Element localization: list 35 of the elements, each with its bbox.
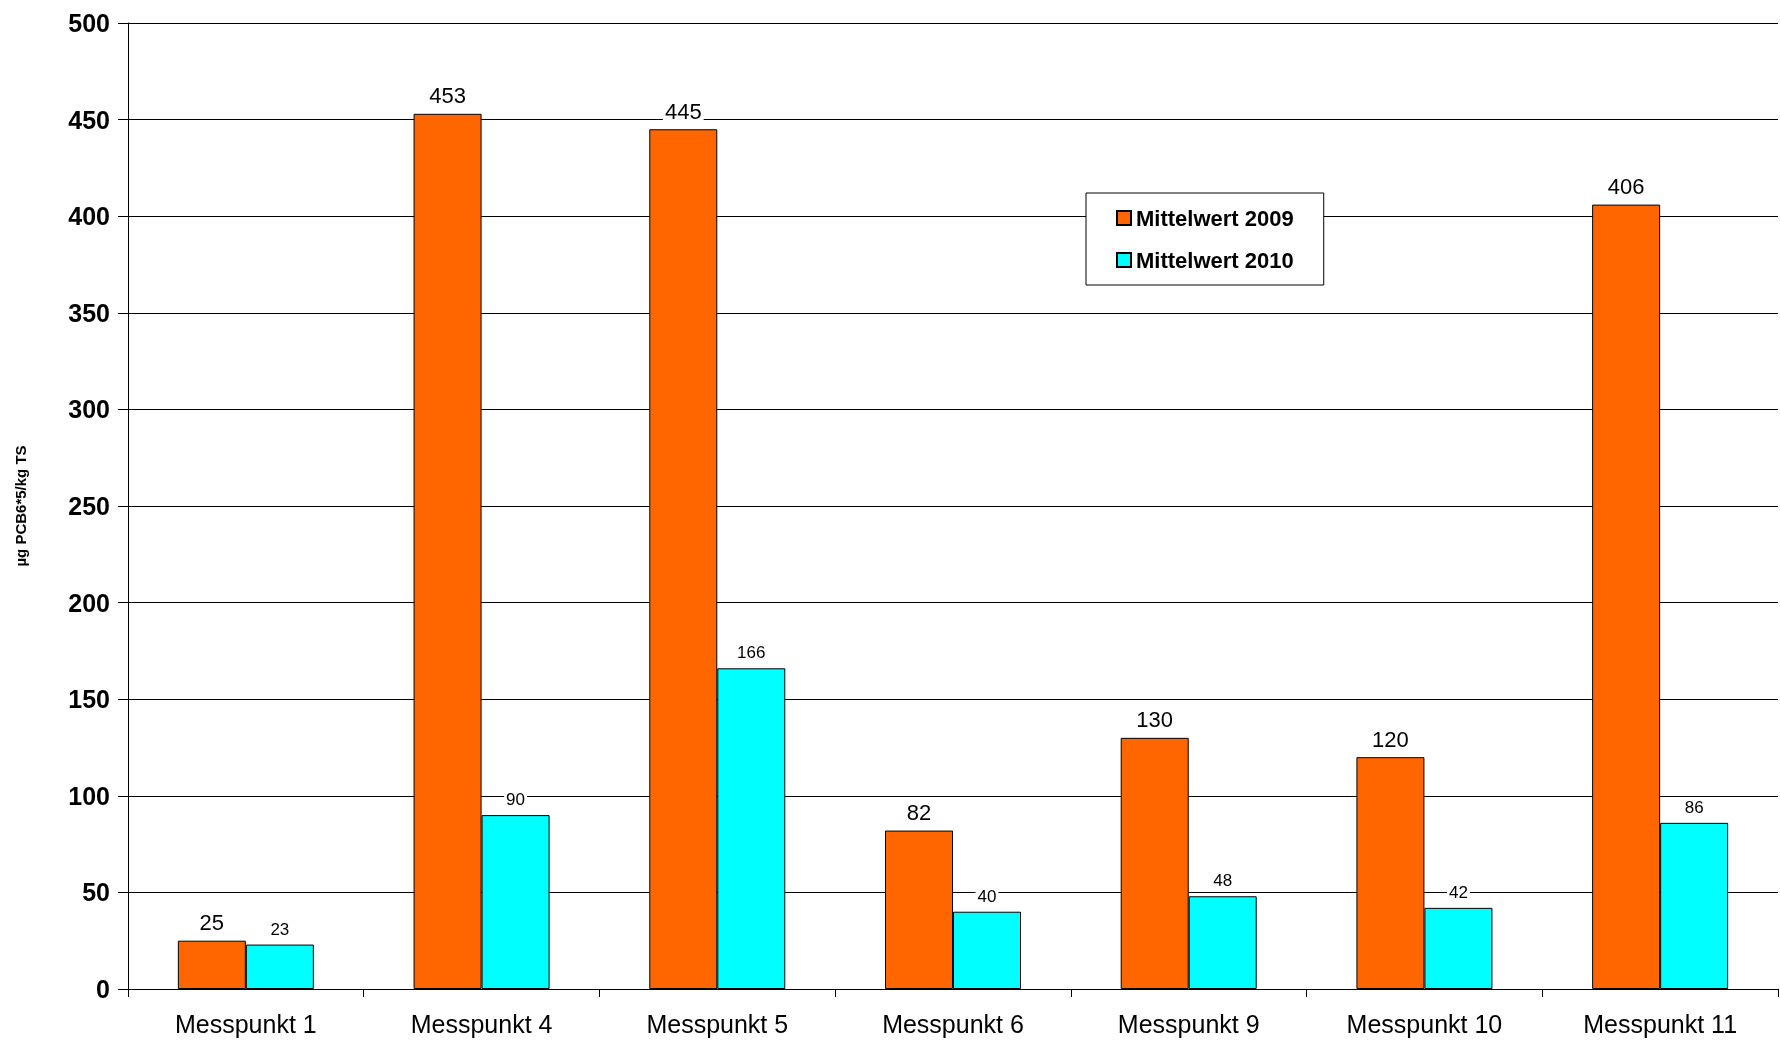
y-tick-label: 250 <box>68 492 110 520</box>
data-label: 40 <box>977 886 997 906</box>
x-tick-label: Messpunkt 4 <box>410 1009 553 1038</box>
y-tick-label: 50 <box>82 878 110 907</box>
y-tick-label: 400 <box>68 202 110 231</box>
x-tick-label: Messpunkt 1 <box>174 1009 317 1038</box>
data-label: 166 <box>737 643 766 663</box>
y-tick-label: 100 <box>68 781 110 810</box>
legend-label: Mittelwert 2010 <box>1136 247 1294 273</box>
data-label: 120 <box>1372 726 1409 752</box>
y-axis-title: µg PCB6*5/kg TS <box>12 445 29 567</box>
data-label: 42 <box>1448 882 1468 902</box>
data-label: 25 <box>199 910 225 936</box>
x-tick-label: Messpunkt 5 <box>646 1009 789 1038</box>
y-tick-label: 500 <box>68 9 110 37</box>
y-tick-label: 150 <box>68 685 110 714</box>
x-tick-label: Messpunkt 11 <box>1583 1009 1738 1038</box>
y-tick-label: 200 <box>68 588 110 617</box>
data-label: 445 <box>664 98 702 124</box>
x-tick-label: Messpunkt 10 <box>1346 1009 1503 1038</box>
y-tick-label: 450 <box>68 105 110 134</box>
data-label: 23 <box>270 919 290 939</box>
x-tick-label: Messpunkt 9 <box>1117 1009 1260 1038</box>
y-tick-label: 0 <box>96 975 110 1003</box>
legend-label: Mittelwert 2009 <box>1136 205 1294 231</box>
data-label: 90 <box>506 790 526 810</box>
data-label: 453 <box>429 83 466 109</box>
data-label: 406 <box>1607 174 1645 200</box>
data-label: 48 <box>1213 871 1233 891</box>
x-tick-label: Messpunkt 6 <box>882 1009 1024 1038</box>
data-label: 130 <box>1136 707 1174 733</box>
data-label: 86 <box>1684 797 1704 817</box>
y-tick-label: 300 <box>68 395 110 424</box>
y-tick-label: 350 <box>68 298 110 327</box>
data-label: 82 <box>906 800 932 826</box>
